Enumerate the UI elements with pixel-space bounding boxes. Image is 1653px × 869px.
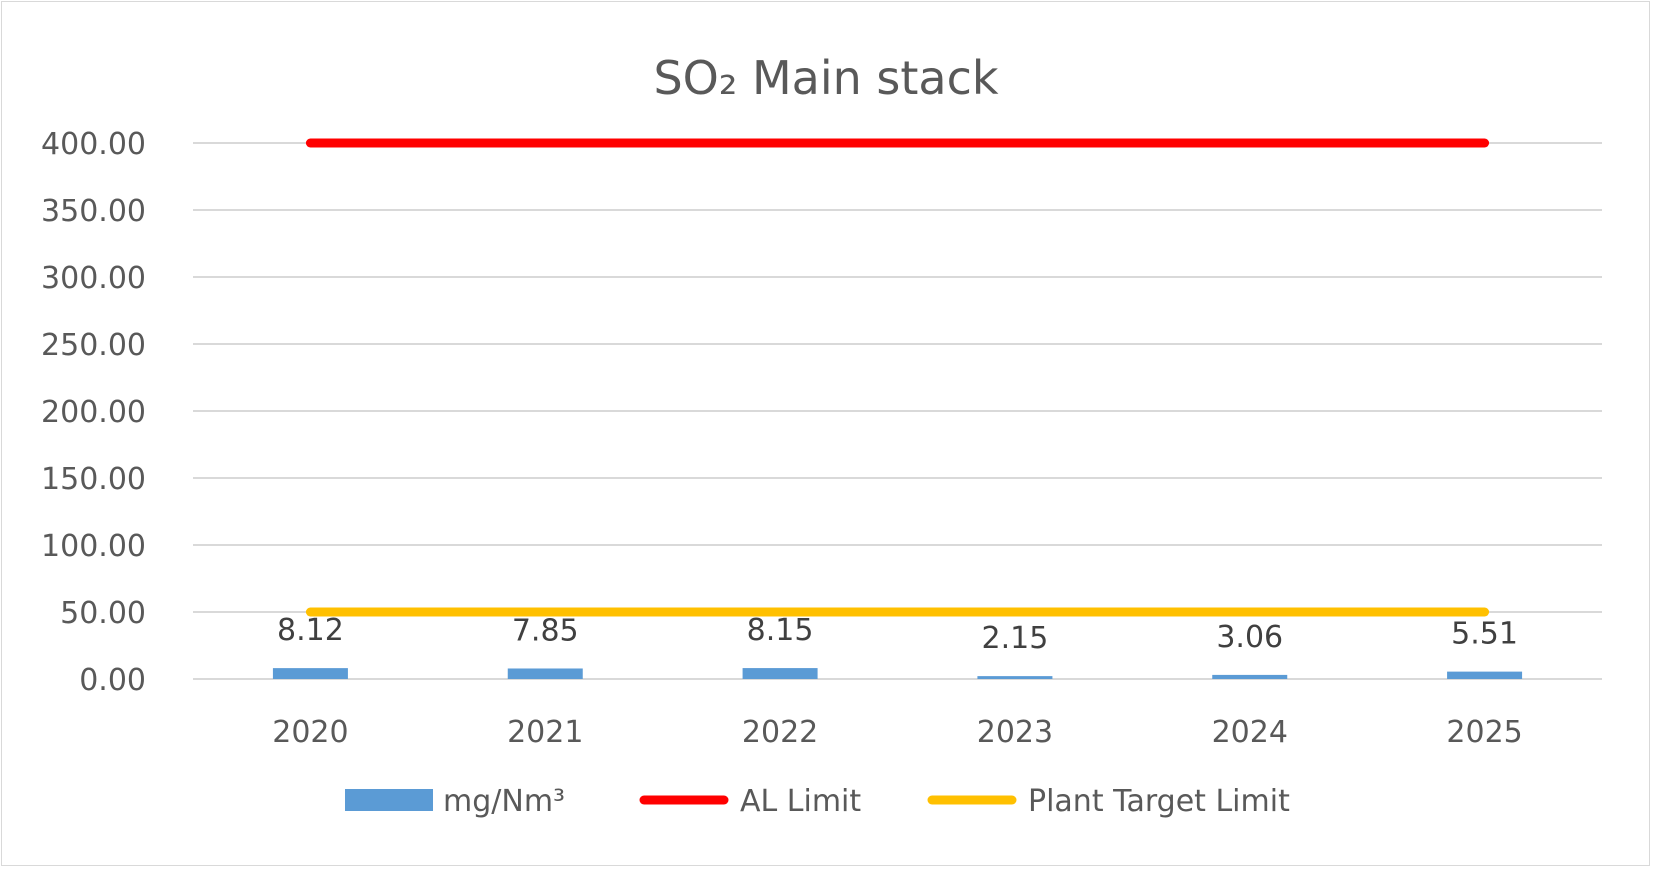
bar-2022 bbox=[742, 668, 818, 679]
bar-2021 bbox=[507, 668, 583, 679]
legend-label-0: mg/Nm³ bbox=[443, 784, 565, 819]
data-label-2020: 8.12 bbox=[277, 613, 344, 648]
y-tick-label: 250.00 bbox=[41, 328, 146, 363]
x-tick-label: 2025 bbox=[1446, 715, 1522, 750]
x-tick-label: 2020 bbox=[272, 715, 348, 750]
bar-2024 bbox=[1212, 674, 1288, 679]
x-tick-label: 2022 bbox=[742, 715, 818, 750]
chart-title: SO₂ Main stack bbox=[653, 51, 998, 105]
legend-label-2: Plant Target Limit bbox=[1028, 784, 1290, 819]
legend-label-1: AL Limit bbox=[740, 784, 861, 819]
x-tick-label: 2023 bbox=[977, 715, 1053, 750]
bar-2025 bbox=[1447, 671, 1523, 679]
data-label-2024: 3.06 bbox=[1216, 620, 1283, 655]
y-tick-label: 300.00 bbox=[41, 261, 146, 296]
bar-2023 bbox=[977, 676, 1053, 679]
data-label-2025: 5.51 bbox=[1451, 617, 1518, 652]
y-tick-label: 150.00 bbox=[41, 462, 146, 497]
x-tick-label: 2021 bbox=[507, 715, 583, 750]
grid-lines bbox=[193, 142, 1602, 680]
line-series bbox=[305, 138, 1490, 617]
data-label-2022: 8.15 bbox=[747, 613, 814, 648]
legend-swatch-0 bbox=[345, 789, 433, 811]
x-axis-ticks: 2020 2021 2022 2023 2024 2025 bbox=[272, 715, 1523, 750]
data-labels: 8.12 7.85 8.15 2.15 3.06 5.51 bbox=[277, 613, 1518, 656]
data-label-2023: 2.15 bbox=[982, 621, 1049, 656]
bar-2020 bbox=[272, 668, 348, 679]
data-label-2021: 7.85 bbox=[512, 613, 579, 648]
y-axis-ticks: 0.00 50.00 100.00 150.00 200.00 250.00 300.00 3… bbox=[41, 127, 146, 698]
y-tick-label: 400.00 bbox=[41, 127, 146, 162]
x-tick-label: 2024 bbox=[1212, 715, 1288, 750]
y-tick-label: 200.00 bbox=[41, 395, 146, 430]
y-tick-label: 350.00 bbox=[41, 194, 146, 229]
y-tick-label: 0.00 bbox=[79, 663, 146, 698]
y-tick-label: 100.00 bbox=[41, 529, 146, 564]
bar-series bbox=[272, 668, 1523, 679]
legend: mg/Nm³ AL Limit Plant Target Limit bbox=[345, 784, 1290, 819]
y-tick-label: 50.00 bbox=[60, 596, 146, 631]
